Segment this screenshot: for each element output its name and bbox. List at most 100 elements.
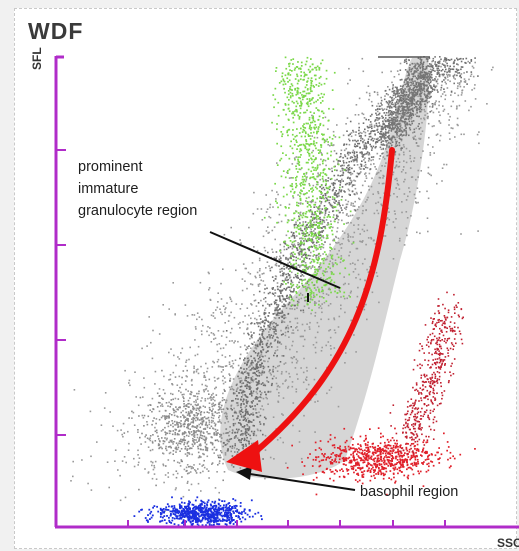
scatter-point (277, 288, 279, 291)
scatter-point (427, 172, 430, 174)
scatter-point (316, 136, 319, 139)
scatter-point (165, 447, 167, 450)
scatter-point (244, 417, 247, 419)
scatter-point (420, 106, 422, 108)
scatter-point (209, 427, 211, 429)
scatter-point (392, 103, 394, 106)
scatter-point (259, 344, 261, 347)
scatter-point (454, 136, 456, 138)
scatter-point (245, 431, 247, 434)
scatter-point (417, 69, 419, 71)
scatter-point (307, 267, 310, 269)
scatter-point (217, 432, 219, 434)
scatter-point (242, 390, 245, 392)
scatter-point (188, 432, 191, 435)
scatter-point (259, 390, 261, 393)
scatter-point (296, 302, 299, 305)
scatter-point (400, 171, 403, 173)
scatter-point (188, 406, 190, 408)
scatter-point (289, 245, 292, 248)
scatter-point (456, 57, 458, 60)
scatter-point (335, 200, 337, 202)
scatter-point (131, 410, 133, 413)
scatter-point (352, 131, 355, 133)
scatter-point (262, 348, 264, 351)
scatter-point (198, 419, 201, 421)
scatter-point (322, 236, 325, 239)
scatter-point (273, 340, 276, 342)
scatter-point (412, 75, 414, 78)
scatter-point (187, 390, 189, 392)
scatter-point (281, 267, 284, 270)
scatter-point (272, 206, 274, 208)
scatter-point (412, 92, 415, 94)
scatter-point (401, 88, 403, 90)
scatter-point (186, 375, 188, 378)
scatter-point (261, 370, 264, 372)
scatter-point (225, 401, 227, 404)
scatter-point (370, 185, 373, 188)
scatter-point (415, 92, 417, 94)
scatter-point (220, 434, 222, 437)
scatter-point (234, 431, 237, 434)
scatter-point (291, 253, 294, 256)
scatter-point (356, 306, 358, 308)
scatter-point (320, 307, 323, 310)
scatter-point (477, 75, 479, 77)
scatter-point (290, 271, 293, 274)
scatter-point (185, 361, 187, 363)
scatter-point (269, 216, 272, 219)
scatter-point (361, 160, 363, 162)
scatter-point (391, 136, 393, 139)
scatter-point (422, 63, 425, 65)
scatter-point (271, 248, 273, 251)
scatter-point (457, 94, 460, 97)
scatter-point (367, 119, 370, 121)
scatter-point (164, 416, 167, 418)
scatter-point (432, 146, 434, 148)
scatter-point (306, 302, 309, 305)
scatter-point (387, 93, 389, 96)
scatter-point (279, 249, 282, 251)
scatter-point (322, 179, 325, 182)
scatter-point (340, 207, 342, 209)
scatter-point (448, 73, 450, 76)
scatter-point (436, 78, 439, 81)
scatter-point (242, 373, 244, 375)
scatter-point (394, 167, 396, 169)
scatter-point (267, 403, 269, 405)
scatter-point (148, 438, 151, 441)
scatter-point (398, 165, 401, 168)
scatter-point (246, 307, 249, 309)
scatter-point (446, 65, 449, 67)
scatter-point (263, 325, 266, 328)
scatter-point (186, 464, 189, 466)
scatter-point (442, 105, 444, 107)
scatter-point (415, 142, 418, 144)
scatter-point (367, 160, 370, 162)
scatter-point (342, 283, 345, 286)
scatter-point (250, 369, 252, 371)
scatter-point (409, 157, 411, 160)
scatter-point (376, 140, 378, 143)
scatter-point (224, 422, 226, 424)
scatter-point (377, 119, 379, 121)
scatter-point (261, 343, 264, 345)
scatter-point (253, 294, 255, 296)
scatter-point (245, 370, 247, 373)
scatter-point (229, 380, 231, 382)
scatter-point (230, 450, 232, 453)
scatter-point (382, 134, 384, 136)
scatter-point (429, 105, 431, 108)
scatter-point (252, 361, 254, 364)
scatter-point (144, 468, 146, 470)
scatter-point (192, 433, 195, 435)
scatter-point (254, 398, 257, 400)
scatter-point (379, 196, 382, 199)
scatter-point (161, 437, 163, 439)
scatter-point (216, 378, 219, 380)
scatter-point (406, 93, 408, 96)
scatter-point (291, 291, 293, 293)
scatter-point (371, 149, 373, 151)
scatter-point (370, 130, 372, 133)
